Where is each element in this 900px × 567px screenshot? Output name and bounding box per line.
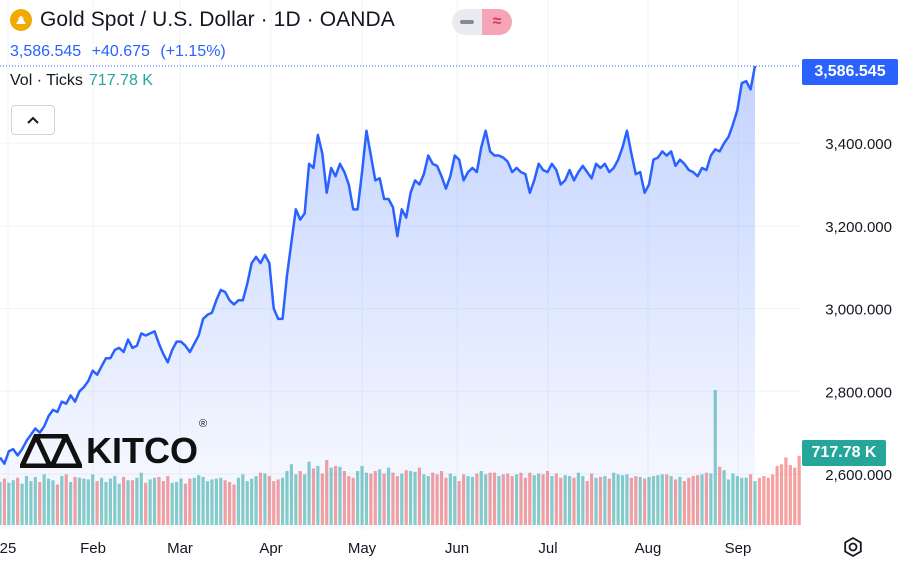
volume-bar <box>766 477 770 525</box>
chart-mode-toggle[interactable]: ≈ <box>452 9 512 35</box>
y-axis: 2,600.000 2,800.000 3,000.000 3,200.000 3,40… <box>825 136 892 484</box>
y-tick-label: 2,800.000 <box>825 384 892 401</box>
volume-bar <box>762 476 766 525</box>
kitco-mark-icon <box>20 434 82 468</box>
gold-icon[interactable] <box>10 9 32 31</box>
volume-bar <box>784 457 788 525</box>
x-tick-label: Jul <box>538 540 557 557</box>
volume-bar <box>757 477 762 525</box>
x-tick-label: Apr <box>259 540 282 557</box>
chevron-up-icon[interactable] <box>11 105 55 135</box>
volume-bar <box>775 465 779 525</box>
gear-icon[interactable] <box>842 536 864 558</box>
x-tick-label: Feb <box>80 540 106 557</box>
price-change-percent: (+1.15%) <box>160 43 226 60</box>
x-axis: 25 Feb Mar Apr May Jun Jul Aug Sep <box>0 540 751 557</box>
x-tick-label: Sep <box>725 540 752 557</box>
volume-bar <box>793 467 797 526</box>
last-price: 3,586.545 <box>10 43 82 60</box>
volume-bar <box>788 465 792 525</box>
volume-value: 717.78 K <box>88 72 153 89</box>
wave-icon[interactable]: ≈ <box>482 9 512 35</box>
volume-legend[interactable]: Vol · Ticks 717.78 K <box>10 72 153 90</box>
volume-label: Vol · Ticks <box>10 72 83 89</box>
x-tick-label: Aug <box>635 540 662 557</box>
y-tick-label: 3,400.000 <box>825 136 892 153</box>
price-change: +40.675 <box>91 43 150 60</box>
price-area-fill <box>0 66 755 530</box>
volume-bar <box>779 464 784 525</box>
x-tick-label: Mar <box>167 540 193 557</box>
symbol-title[interactable]: Gold Spot / U.S. Dollar · 1D · OANDA <box>40 8 395 31</box>
chart-header: Gold Spot / U.S. Dollar · 1D · OANDA <box>10 8 395 32</box>
y-tick-label: 2,600.000 <box>825 467 892 484</box>
y-tick-label: 3,200.000 <box>825 219 892 236</box>
y-tick-label: 3,000.000 <box>825 302 892 319</box>
volume-bar <box>797 455 801 525</box>
last-price-tag: 3,586.545 <box>802 59 898 85</box>
minus-icon[interactable] <box>452 9 482 35</box>
x-tick-label: May <box>348 540 377 557</box>
x-tick-label: Jun <box>445 540 469 557</box>
x-tick-label: 25 <box>0 540 16 557</box>
volume-bar <box>771 474 775 526</box>
kitco-logo: KITCO® <box>20 418 208 472</box>
price-line <box>0 65 757 465</box>
last-volume-tag: 717.78 K <box>802 440 886 466</box>
kitco-wordmark: KITCO® <box>86 418 208 471</box>
price-quote: 3,586.545 +40.675 (+1.15%) <box>10 43 232 61</box>
